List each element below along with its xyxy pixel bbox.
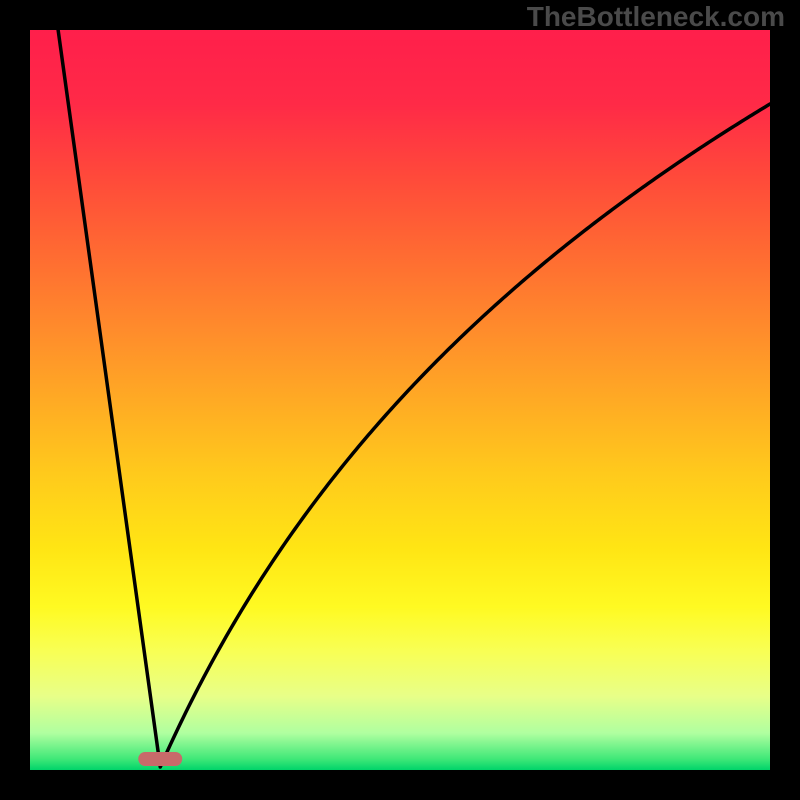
optimal-marker — [138, 752, 182, 766]
chart-container: TheBottleneck.com — [0, 0, 800, 800]
bottleneck-chart: TheBottleneck.com — [0, 0, 800, 800]
watermark-text: TheBottleneck.com — [527, 1, 785, 32]
